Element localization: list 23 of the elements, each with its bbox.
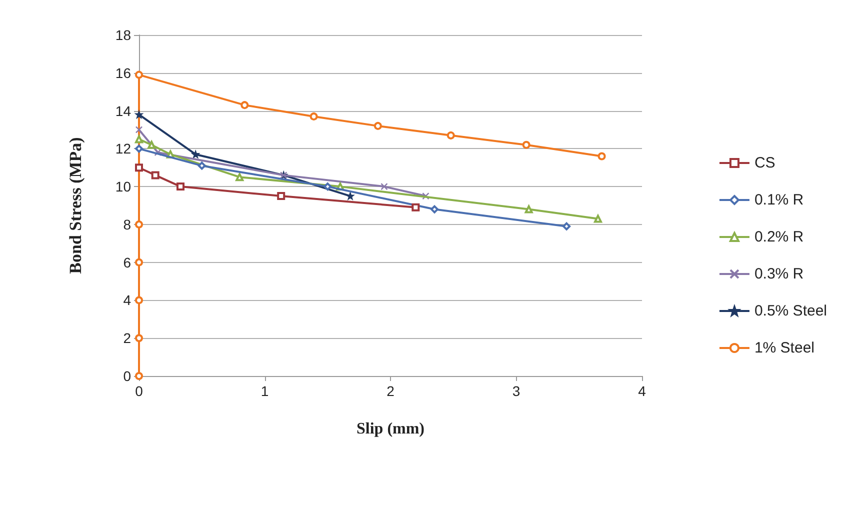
x-tick-label: 1 — [260, 383, 269, 399]
y-tick-label: 12 — [115, 140, 132, 157]
y-tick-label: 2 — [123, 330, 132, 346]
legend-label: 0.1% R — [754, 192, 804, 208]
legend-label: 0.3% R — [754, 266, 804, 282]
x-axis-title: Slip (mm) — [356, 420, 424, 438]
y-tick-label: 6 — [123, 254, 132, 270]
y-tick-label: 18 — [115, 27, 132, 43]
x-tick-label: 0 — [135, 383, 144, 399]
y-tick-label: 16 — [115, 64, 132, 81]
y-tick-label: 8 — [123, 216, 132, 232]
x-tick-label: 4 — [638, 383, 646, 399]
legend-label: 0.2% R — [754, 228, 804, 246]
x-tick-label: 3 — [512, 383, 520, 399]
y-tick-label: 4 — [123, 292, 132, 308]
y-tick-label: 14 — [115, 102, 132, 119]
legend-label: CS — [754, 154, 776, 172]
legend-label: 1% Steel — [754, 340, 814, 356]
x-tick-label: 2 — [386, 383, 395, 399]
y-axis-title: Bond Stress (MPa) — [66, 137, 85, 274]
y-tick-label: 0 — [123, 368, 132, 384]
y-tick-label: 10 — [115, 178, 132, 195]
legend-label: 0.5% Steel — [754, 302, 827, 320]
